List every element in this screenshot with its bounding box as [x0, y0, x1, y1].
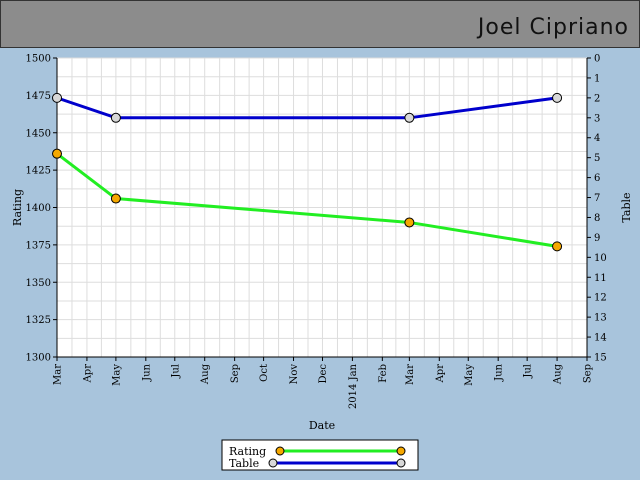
x-tick-label: Mar [405, 364, 416, 385]
y-right-tick-label: 11 [594, 273, 607, 284]
y-right-tick-label: 7 [594, 193, 600, 204]
x-tick-label: Feb [378, 364, 389, 383]
y-left-tick-label: 1450 [26, 128, 51, 139]
series-layer [52, 92, 563, 252]
y-left-tick-label: 1500 [26, 54, 51, 65]
table-point [552, 92, 563, 103]
table-point [110, 112, 121, 123]
y-right-tick-label: 14 [594, 333, 607, 344]
x-tick-label: Jun [494, 363, 505, 381]
x-tick-label: Apr [82, 364, 93, 384]
x-tick-label: 2014 Jan [348, 363, 359, 409]
x-tick-label: May [464, 364, 475, 386]
y-left-tick-label: 1375 [26, 240, 51, 251]
y-right-tick-label: 2 [594, 93, 600, 104]
y-left-tick-label: 1400 [26, 203, 51, 214]
x-tick-label: Mar [53, 364, 64, 385]
y-right-tick-label: 0 [594, 54, 600, 65]
y-axis-left-label: Rating [11, 189, 24, 226]
x-tick-label: Jul [170, 364, 181, 379]
player-name: Joel Cipriano [477, 15, 629, 40]
x-axis-label: Date [309, 419, 335, 432]
legend-box [221, 439, 419, 471]
rating-point [52, 148, 62, 159]
x-tick-label: Jun [141, 363, 152, 381]
legend-label: Rating [229, 445, 266, 458]
x-tick-label: Sep [230, 364, 241, 383]
x-tick-label: Sep [583, 364, 594, 383]
y-left-tick-label: 1325 [26, 315, 51, 326]
legend-marker [396, 446, 406, 456]
y-left-tick-label: 1475 [26, 91, 51, 102]
table-point [52, 92, 62, 103]
y-right-tick-label: 12 [594, 293, 607, 304]
legend-marker [275, 446, 285, 456]
x-tick-label: May [111, 364, 122, 386]
y-right-tick-label: 8 [594, 213, 600, 224]
legend-marker [396, 458, 406, 468]
rating-point [404, 217, 415, 228]
y-right-tick-label: 5 [594, 153, 600, 164]
x-tick-label: Dec [318, 364, 329, 384]
y-right-tick-label: 10 [594, 253, 607, 264]
x-tick-label: Nov [289, 364, 300, 385]
y-right-tick-label: 1 [594, 73, 600, 84]
y-left-tick-label: 1300 [26, 353, 51, 364]
x-tick-label: Jul [523, 364, 534, 379]
x-tick-label: Oct [259, 364, 270, 382]
legend-marker [268, 458, 278, 468]
table-point [404, 112, 415, 123]
y-right-tick-label: 3 [594, 113, 600, 124]
rating-point [552, 241, 563, 252]
rating-point [110, 193, 121, 204]
y-right-tick-label: 9 [594, 233, 600, 244]
y-right-tick-label: 15 [594, 353, 607, 364]
table-line [56, 96, 558, 120]
x-tick-label: Apr [435, 364, 446, 384]
y-right-tick-label: 6 [594, 173, 600, 184]
rating-line [56, 152, 558, 248]
y-axis-right-label: Table [620, 192, 633, 222]
x-tick-label: Aug [200, 363, 211, 385]
y-left-tick-label: 1425 [26, 166, 51, 177]
y-left-tick-label: 1350 [26, 278, 51, 289]
header-bar: Joel Cipriano [0, 0, 640, 48]
y-right-tick-label: 4 [594, 133, 600, 144]
x-tick-label: Aug [553, 363, 564, 385]
y-right-tick-label: 13 [594, 313, 607, 324]
legend-label: Table [229, 457, 259, 470]
